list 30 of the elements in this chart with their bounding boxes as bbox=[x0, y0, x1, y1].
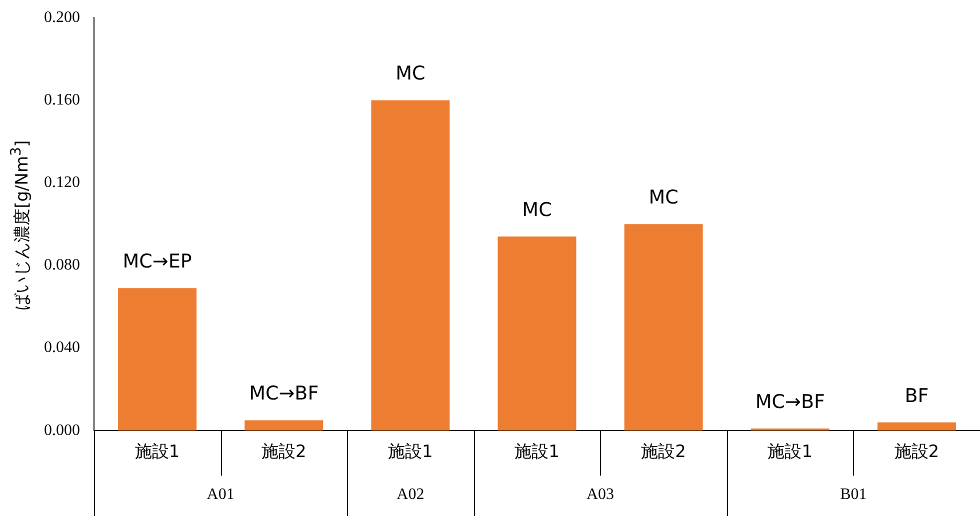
annotation: MC→BF bbox=[249, 382, 319, 405]
x-tick-label: 施設1 bbox=[388, 442, 433, 462]
x-tick-label: 施設1 bbox=[514, 442, 560, 462]
x-tick-label: 施設2 bbox=[894, 442, 940, 462]
y-tick-label: 0.160 bbox=[44, 91, 80, 108]
bar bbox=[877, 422, 956, 431]
y-tick-label: 0.120 bbox=[44, 174, 80, 192]
y-tick-label: 0.200 bbox=[44, 8, 80, 26]
y-tick-label: 0.000 bbox=[44, 422, 80, 439]
annotation: MC bbox=[396, 62, 426, 85]
text: A02 bbox=[396, 486, 424, 503]
text: B01 bbox=[840, 486, 867, 503]
y-tick-label: 0.080 bbox=[44, 256, 80, 274]
x-tick-label: 施設2 bbox=[261, 442, 306, 462]
annotation: MC→BF bbox=[755, 390, 825, 413]
text: A03 bbox=[586, 486, 614, 503]
annotation: MC bbox=[648, 186, 678, 209]
text: A01 bbox=[206, 486, 234, 503]
annotation: MC→EP bbox=[122, 250, 192, 273]
annotation: MC bbox=[522, 198, 552, 221]
annotation: BF bbox=[904, 384, 929, 407]
bar bbox=[498, 236, 576, 431]
y-tick-label: 0.040 bbox=[44, 339, 80, 356]
bar bbox=[371, 100, 450, 431]
bar bbox=[624, 224, 703, 431]
bar bbox=[244, 420, 324, 431]
x-tick-label: 施設1 bbox=[768, 442, 813, 462]
bar bbox=[118, 288, 197, 431]
x-tick-label: 施設2 bbox=[641, 442, 686, 462]
x-tick-label: 施設1 bbox=[134, 442, 180, 462]
